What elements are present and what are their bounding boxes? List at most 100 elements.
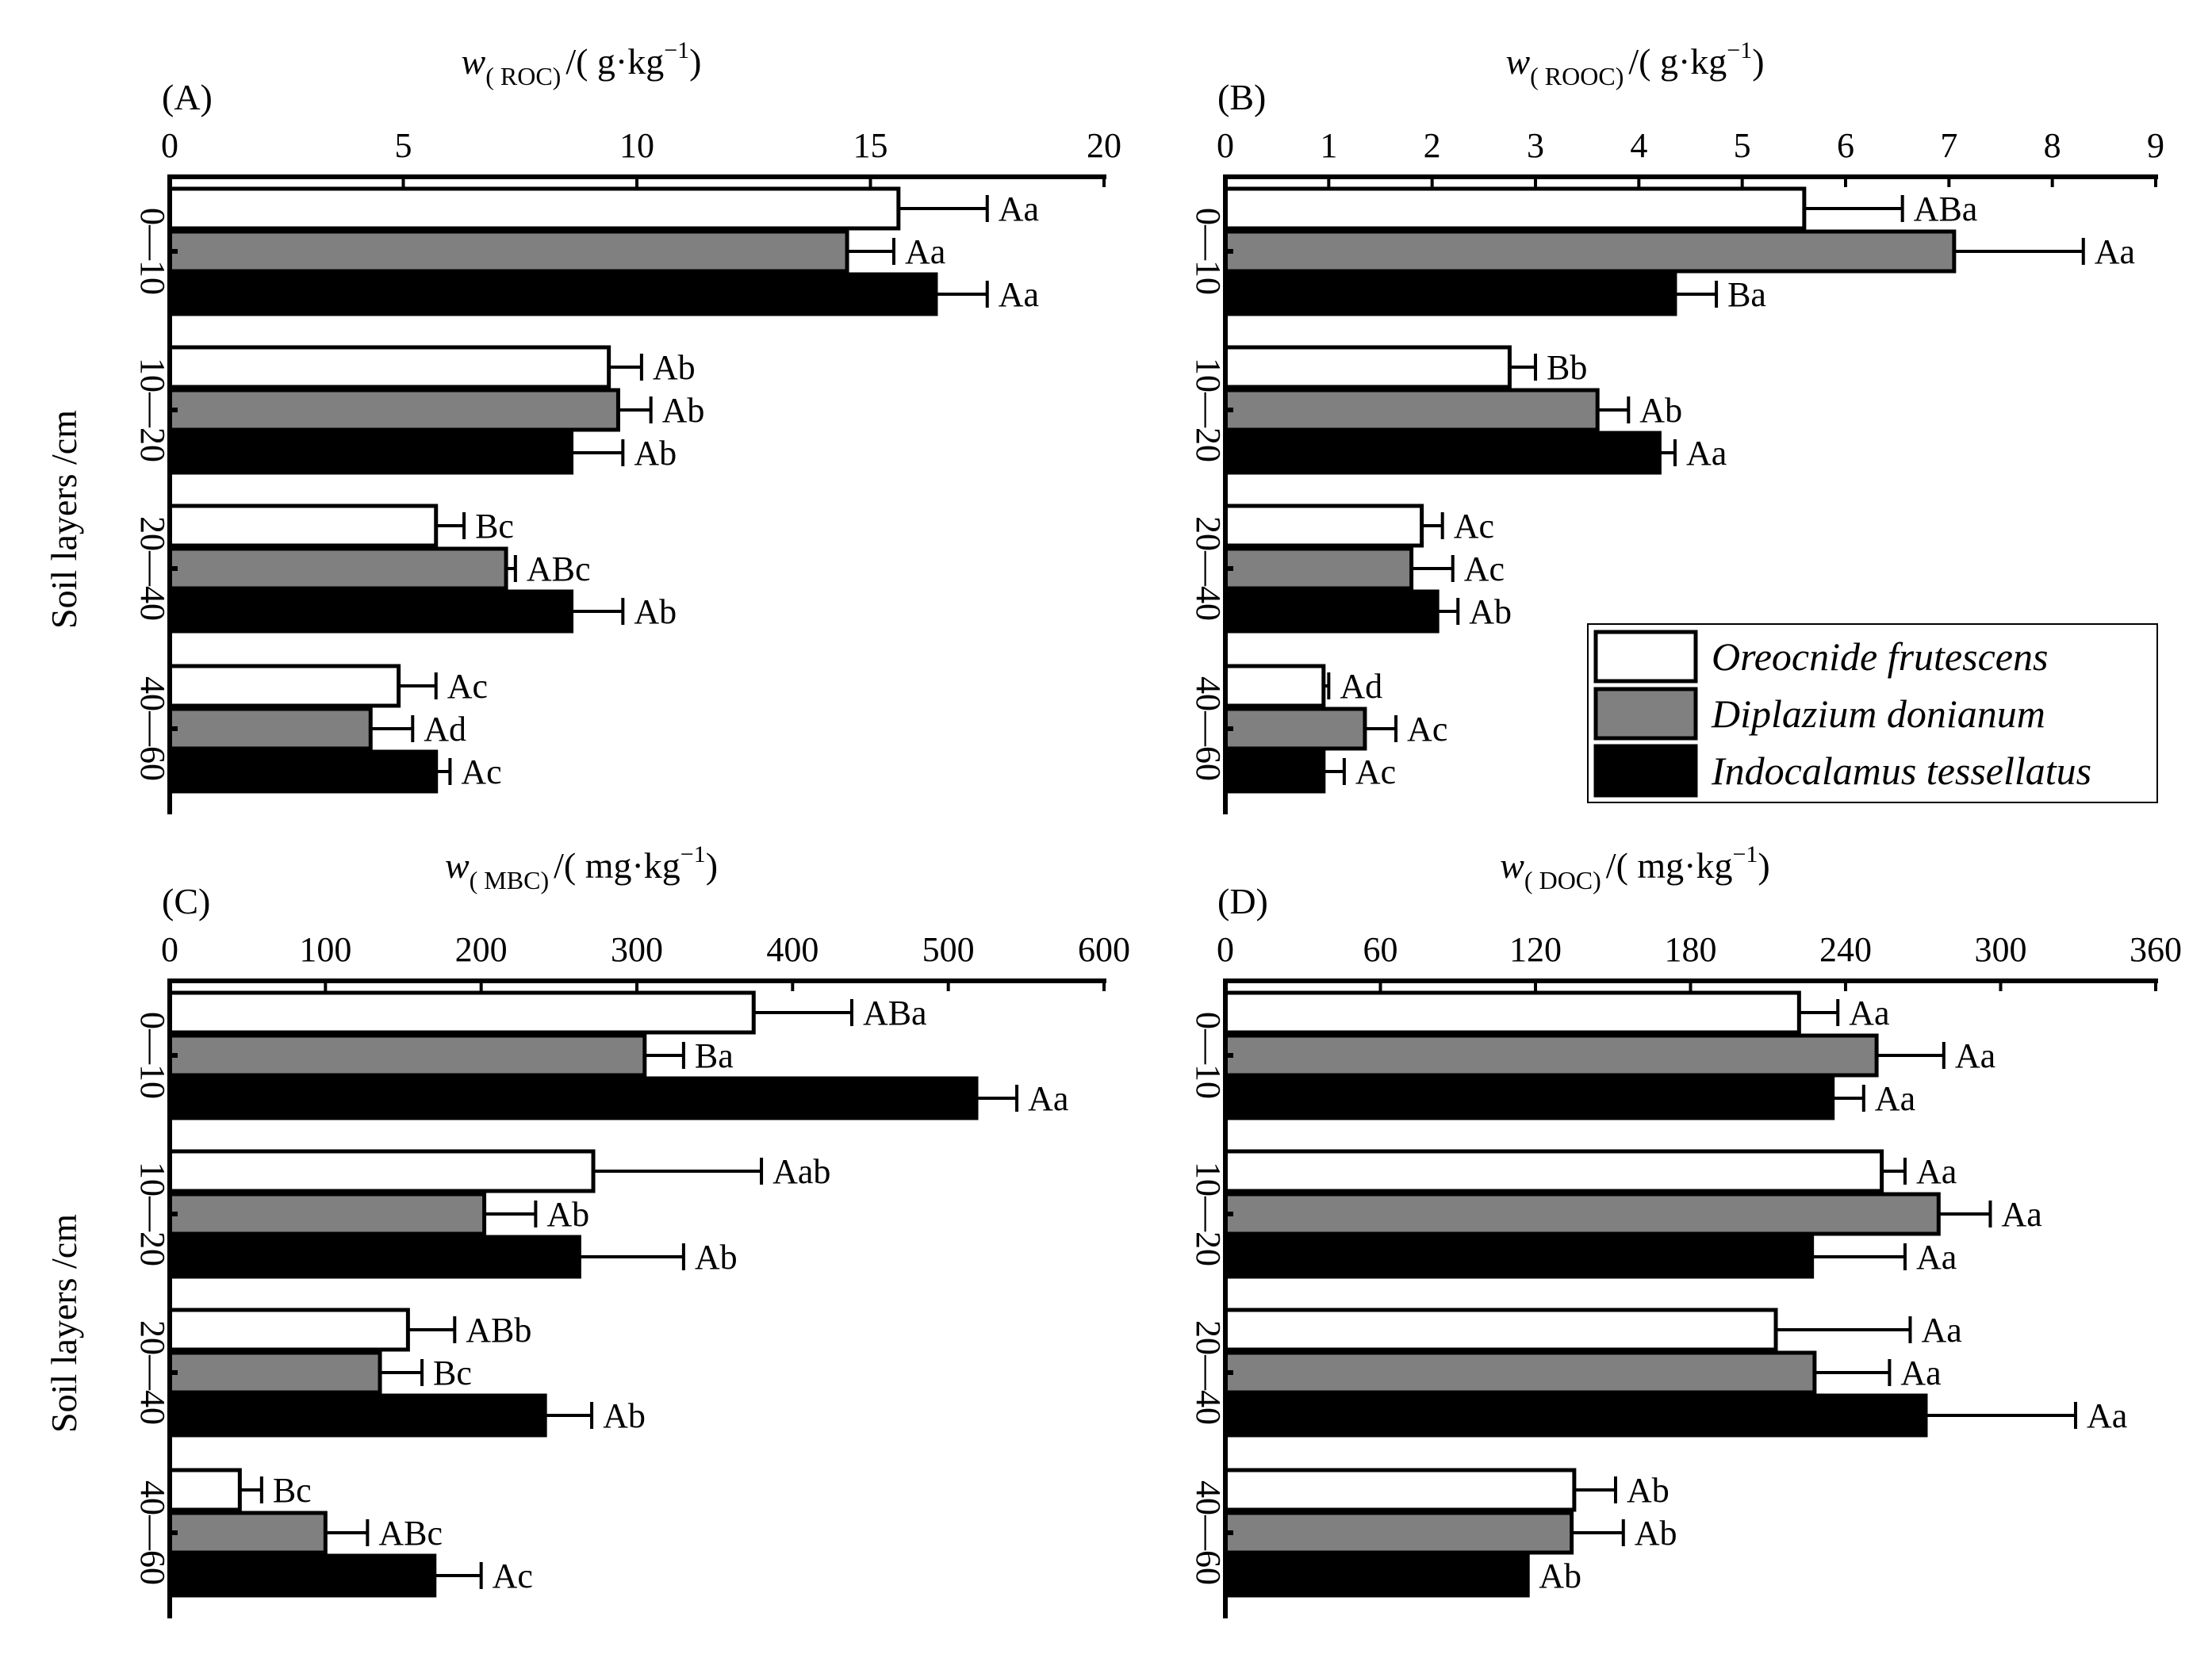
significance-letter: Aa [999,190,1039,228]
x-axis-title-variable: w [1505,41,1530,82]
error-bar-oreocnide-1 [898,195,989,222]
x-tick-label: 5 [395,126,412,165]
error-bar-indocalamus-1 [976,1085,1019,1112]
bar-diplazium-4 [1223,1511,1574,1555]
y-category-label: 0—10 [1189,208,1228,295]
significance-letter: Ac [493,1557,533,1595]
significance-letter: Bb [1547,348,1587,387]
bar-indocalamus-1 [167,1076,979,1120]
y-category-label: 20—40 [133,1320,172,1425]
bar-indocalamus-3 [1223,589,1440,634]
bar-diplazium-4 [1223,707,1367,751]
y-category-label: 10—20 [1189,358,1228,462]
significance-letter: Ba [1727,275,1766,314]
bar-diplazium-3 [1223,1350,1817,1395]
bar-oreocnide-4 [167,664,401,708]
y-category-label: 40—60 [1189,676,1228,781]
significance-letter: ABc [527,550,591,588]
bar-oreocnide-3 [167,504,439,548]
x-axis-title-close: ) [1758,845,1769,886]
significance-letter: Aa [1921,1311,1961,1350]
significance-letter: Bc [433,1354,472,1392]
x-axis-title-subscript: ( ROC) [485,62,561,90]
significance-letter: Ab [546,1195,589,1234]
bar-indocalamus-4 [167,749,439,794]
y-category-label: 20—40 [133,516,172,621]
x-axis-title-exponent: −1 [1733,841,1758,867]
significance-letter: Aa [1849,994,1889,1032]
significance-letter: Ba [695,1036,734,1075]
significance-letter: Ab [662,391,705,430]
significance-letter: Ab [1627,1471,1670,1510]
error-bar-indocalamus-2 [579,1243,685,1270]
significance-letter: Ab [1635,1514,1677,1553]
error-bar-diplazium-2 [484,1201,538,1227]
significance-letter: Aab [772,1152,830,1191]
panel-label: (A) [162,77,213,117]
error-bar-indocalamus-2 [1659,439,1677,466]
bar-oreocnide-1 [167,186,901,231]
error-bar-oreocnide-4 [398,672,438,699]
x-axis-title-subscript: ( ROOC) [1530,62,1624,90]
y-category-label: 10—20 [1189,1162,1228,1266]
y-axis-title: Soil layers /cm [44,410,84,629]
x-axis-title-unit: /( g·kg [565,41,664,82]
x-axis-title-unit: /( mg·kg [554,845,680,886]
significance-letter: Ab [1639,391,1682,430]
bar-diplazium-1 [1223,229,1957,274]
significance-letter: ABa [1914,190,1978,228]
x-tick-label: 5 [1734,126,1751,165]
panel-c: ABa Aab ABb Bc Ba Ab Bc ABc Aa Ab Ab Ac 0 100 200 300 40… [44,841,1130,1618]
error-bar-oreocnide-3 [435,512,466,539]
bar-oreocnide-2 [167,345,611,389]
x-tick-label: 0 [161,126,178,165]
x-tick-label: 7 [1940,126,1957,165]
significance-letter: Ad [424,710,466,749]
error-bar-indocalamus-1 [935,281,989,308]
bar-diplazium-3 [1223,546,1414,591]
x-tick-label: 15 [853,126,888,165]
error-bar-oreocnide-3 [1776,1316,1912,1343]
significance-letter: Ab [1539,1557,1581,1595]
significance-letter: Ab [695,1238,738,1277]
significance-letter: Aa [1916,1152,1957,1191]
x-tick-label: 2 [1424,126,1441,165]
significance-letter: Aa [1686,434,1727,473]
legend-swatch-diplazium [1593,687,1698,741]
error-bar-indocalamus-2 [571,439,625,466]
error-bar-diplazium-4 [370,715,415,742]
error-bar-oreocnide-2 [593,1158,764,1185]
y-axis-title: Soil layers /cm [44,1214,84,1433]
error-bar-diplazium-1 [847,238,895,265]
error-bar-diplazium-3 [1411,555,1455,582]
x-tick-label: 0 [1217,126,1234,165]
x-tick-label: 180 [1665,930,1717,969]
x-axis-title: w( DOC)/( mg·kg−1) [1500,841,1770,894]
bar-oreocnide-2 [1223,1149,1884,1193]
significance-letter: Ac [1454,507,1494,546]
y-category-label: 40—60 [133,1480,172,1585]
y-category-label: 10—20 [133,1162,172,1266]
error-bar-indocalamus-4 [1323,758,1346,785]
error-bar-indocalamus-1 [1674,281,1719,308]
error-bar-diplazium-2 [618,396,653,423]
bar-indocalamus-2 [1223,1235,1815,1279]
bar-diplazium-2 [1223,1192,1941,1236]
significance-letter: Aa [2001,1195,2041,1234]
x-axis-title-close: ) [706,845,718,886]
bar-oreocnide-1 [167,990,756,1035]
bar-indocalamus-3 [167,1393,547,1438]
significance-letter: Ab [1469,592,1512,631]
x-tick-label: 0 [1217,930,1234,969]
x-tick-label: 1 [1320,126,1337,165]
bar-diplazium-1 [167,229,849,274]
error-bar-diplazium-1 [1953,238,2085,265]
significance-letter: ABc [378,1514,443,1553]
error-bar-oreocnide-2 [1881,1158,1907,1185]
bar-oreocnide-2 [1223,345,1512,389]
error-bar-indocalamus-4 [434,1562,483,1589]
significance-letter: Aa [1028,1079,1068,1118]
x-tick-label: 20 [1087,126,1121,165]
